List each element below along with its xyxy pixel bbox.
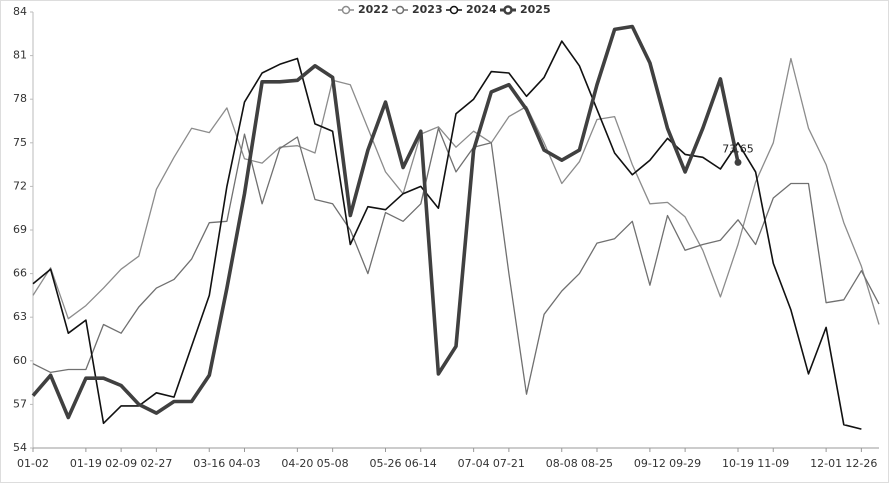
x-tick-label: 04-03 — [229, 457, 261, 470]
legend-label: 2025 — [520, 3, 551, 16]
series-line — [31, 24, 740, 420]
legend-marker — [449, 5, 459, 15]
x-tick-label: 12-26 — [845, 457, 877, 470]
x-tick-label: 02-27 — [140, 457, 172, 470]
x-tick-label: 03-16 — [193, 457, 225, 470]
x-tick-label: 01-19 — [70, 457, 102, 470]
end-point — [734, 158, 742, 166]
x-tick-label: 06-14 — [405, 457, 437, 470]
x-tick-label: 09-12 — [634, 457, 666, 470]
legend-marker — [341, 5, 351, 15]
y-tick-label: 72 — [13, 179, 27, 192]
x-tick-label: 10-19 — [722, 457, 754, 470]
y-tick-label: 57 — [13, 397, 27, 410]
x-tick-label: 02-09 — [105, 457, 137, 470]
y-tick-label: 54 — [13, 441, 27, 454]
legend-label: 2022 — [358, 3, 389, 16]
series-line — [32, 57, 880, 325]
y-tick-label: 60 — [13, 354, 27, 367]
x-tick-label: 11-09 — [757, 457, 789, 470]
x-tick-label: 09-29 — [669, 457, 701, 470]
x-tick-label: 07-04 — [458, 457, 490, 470]
legend-marker — [395, 5, 405, 15]
y-tick-label: 66 — [13, 267, 27, 280]
y-tick-label: 78 — [13, 92, 27, 105]
y-tick-label: 63 — [13, 310, 27, 323]
x-tick-label: 05-08 — [317, 457, 349, 470]
legend-label: 2024 — [466, 3, 497, 16]
x-tick-label: 08-08 — [546, 457, 578, 470]
y-tick-label: 84 — [13, 5, 27, 18]
x-tick-label: 07-21 — [493, 457, 525, 470]
data-label: 73.65 — [722, 142, 754, 155]
y-tick-label: 69 — [13, 223, 27, 236]
x-tick-label: 12-01 — [810, 457, 842, 470]
legend-marker — [503, 5, 513, 15]
x-tick-label: 04-20 — [281, 457, 313, 470]
y-tick-label: 81 — [13, 49, 27, 62]
x-tick-label: 01-02 — [17, 457, 49, 470]
x-tick-label: 05-26 — [370, 457, 402, 470]
legend-label: 2023 — [412, 3, 443, 16]
y-tick-label: 75 — [13, 136, 27, 149]
series-line — [32, 127, 880, 395]
series-line — [32, 40, 862, 430]
x-tick-label: 08-25 — [581, 457, 613, 470]
